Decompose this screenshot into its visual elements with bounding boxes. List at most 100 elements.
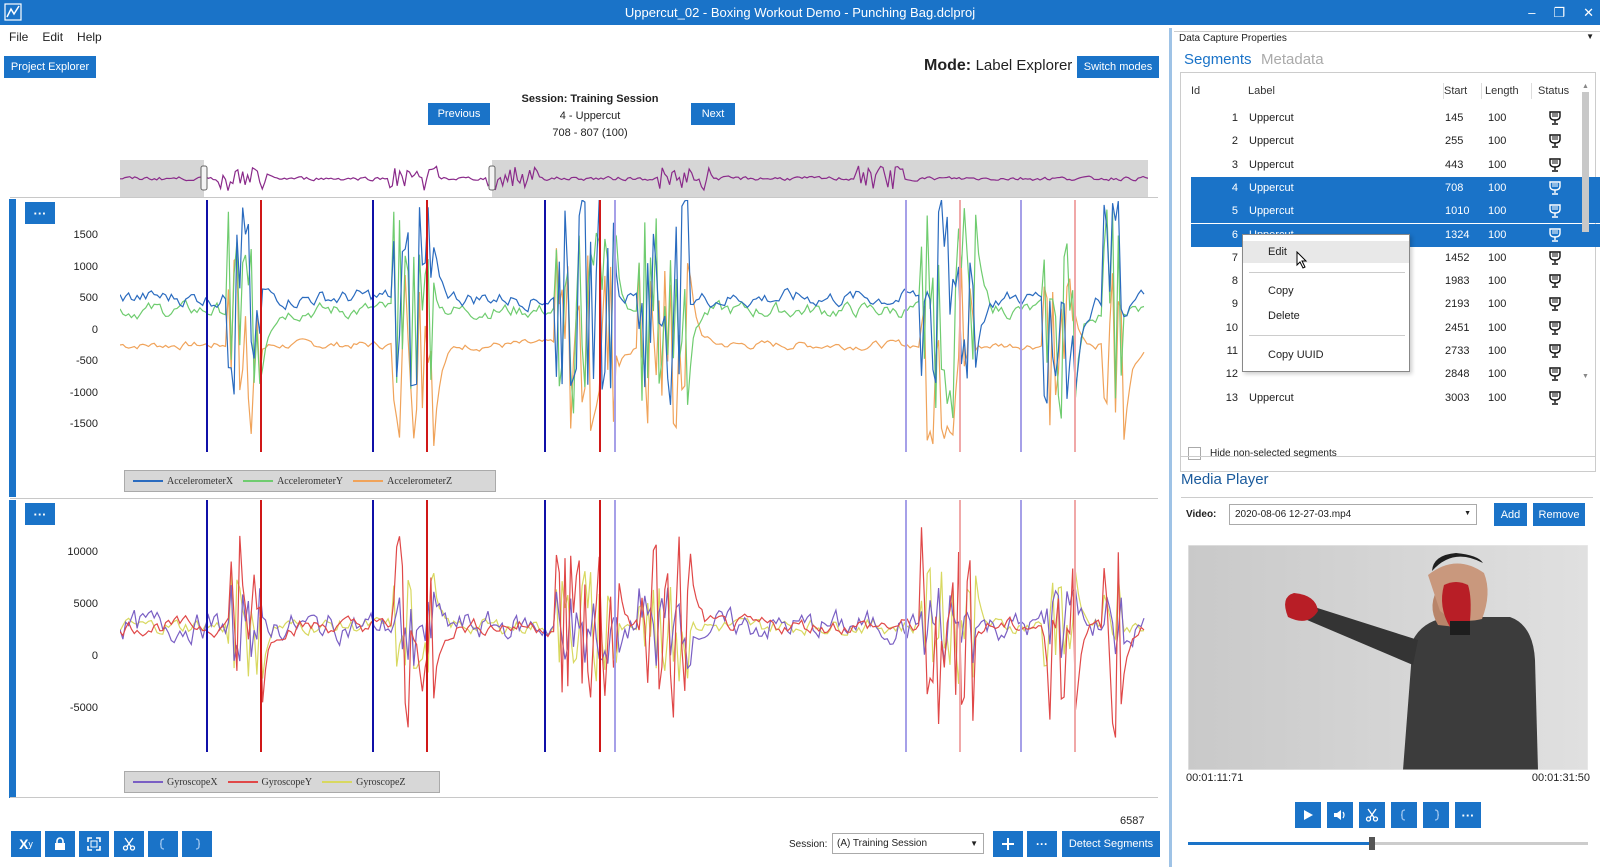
table-row[interactable]: 1 Uppercut 145 100 [1191, 107, 1600, 130]
video-scrubber[interactable] [1188, 837, 1588, 850]
time-total: 00:01:31:50 [1531, 772, 1590, 784]
scrubber-thumb[interactable] [1369, 837, 1375, 850]
accel-y-tick: 0 [91, 323, 98, 336]
overview-drag-handle[interactable] [200, 165, 208, 191]
panel-header: Data Capture Properties [1179, 33, 1287, 44]
menu-item-copy[interactable]: Copy [1268, 285, 1294, 297]
remove-video-button[interactable]: Remove [1533, 503, 1585, 526]
table-row[interactable]: 3 Uppercut 443 100 [1191, 154, 1600, 177]
status-trophy-icon [1549, 251, 1561, 265]
gyroscope-chart[interactable] [120, 500, 1150, 765]
menu-item-copy-uuid[interactable]: Copy UUID [1268, 349, 1324, 361]
video-bracket-close-button[interactable] [1423, 802, 1449, 828]
hide-nonselected-checkbox[interactable] [1188, 447, 1201, 460]
row-id: 13 [1225, 391, 1238, 404]
table-row[interactable]: 8 1983 100 [1191, 270, 1600, 293]
chart-divider-top [10, 197, 1158, 198]
lock-button[interactable] [45, 831, 75, 857]
minimize-icon[interactable]: – [1528, 5, 1536, 20]
bracket-close-icon [1434, 809, 1440, 821]
video-cut-button[interactable] [1359, 802, 1385, 828]
tab-metadata[interactable]: Metadata [1261, 51, 1324, 68]
add-session-button[interactable] [993, 831, 1023, 857]
video-frame[interactable] [1188, 545, 1588, 770]
cut-button[interactable] [114, 831, 144, 857]
table-row[interactable]: 11 2733 100 [1191, 340, 1600, 363]
row-label: Uppercut [1249, 112, 1294, 124]
session-more-button[interactable]: ··· [1027, 831, 1057, 857]
table-row[interactable]: 13 Uppercut 3003 100 [1191, 387, 1600, 410]
col-id[interactable]: Id [1191, 85, 1201, 97]
next-button[interactable]: Next [691, 103, 735, 125]
switch-modes-button[interactable]: Switch modes [1077, 56, 1159, 78]
row-start: 1324 [1445, 228, 1470, 241]
status-trophy-icon [1549, 134, 1561, 148]
close-icon[interactable]: ✕ [1583, 4, 1594, 20]
table-scrollbar[interactable]: ▲ ▼ [1582, 83, 1591, 383]
add-video-button[interactable]: Add [1494, 503, 1527, 526]
restore-icon[interactable]: ❐ [1553, 4, 1566, 20]
menu-file[interactable]: File [9, 30, 29, 44]
video-dropdown-value: 2020-08-06 12-27-03.mp4 [1235, 509, 1352, 520]
table-row[interactable]: 10 2451 100 [1191, 317, 1600, 340]
bracket-open-button[interactable] [148, 831, 178, 857]
speaker-icon [1334, 810, 1345, 820]
scrollbar-thumb[interactable] [1582, 92, 1589, 232]
row-id: 7 [1231, 251, 1238, 264]
scroll-down-icon[interactable]: ▼ [1582, 373, 1589, 380]
row-id: 6 [1231, 228, 1238, 241]
plus-icon [1002, 838, 1014, 850]
table-row[interactable]: 4 Uppercut 708 100 [1191, 176, 1600, 200]
menu-edit[interactable]: Edit [42, 30, 64, 44]
project-explorer-button[interactable]: Project Explorer [4, 56, 96, 78]
accel-y-tick: -1500 [69, 418, 98, 430]
status-trophy-icon [1549, 274, 1561, 288]
status-trophy-icon [1549, 227, 1561, 242]
tab-segments[interactable]: Segments [1184, 51, 1252, 68]
detect-segments-button[interactable]: Detect Segments [1062, 831, 1160, 857]
table-row[interactable]: 2 Uppercut 255 100 [1191, 130, 1600, 153]
panel-collapse-icon[interactable]: ▼ [1586, 32, 1594, 41]
menu-item-delete[interactable]: Delete [1268, 310, 1300, 322]
mode-label: Mode: [924, 57, 972, 74]
chevron-down-icon: ▼ [1464, 510, 1471, 517]
video-dropdown[interactable]: 2020-08-06 12-27-03.mp4 ▼ [1229, 504, 1477, 525]
previous-button[interactable]: Previous [428, 103, 490, 125]
table-row[interactable]: 5 Uppercut 1010 100 [1191, 200, 1600, 224]
legend-accel-x: AccelerometerX [133, 476, 233, 487]
menu-item-edit[interactable]: Edit [1243, 241, 1409, 263]
menu-help[interactable]: Help [77, 30, 102, 44]
row-start: 2451 [1445, 321, 1470, 334]
bracket-close-button[interactable] [182, 831, 212, 857]
table-row[interactable]: 9 2193 100 [1191, 293, 1600, 316]
segment-range: 708 - 807 (100) [552, 127, 628, 139]
play-button[interactable] [1295, 802, 1321, 828]
video-bracket-open-button[interactable] [1391, 802, 1417, 828]
bracket-open-icon [159, 838, 165, 850]
row-start: 145 [1445, 112, 1464, 124]
overview-strip[interactable] [120, 160, 1148, 197]
video-more-button[interactable]: ··· [1455, 802, 1481, 828]
row-length: 100 [1488, 158, 1507, 171]
data-capture-panel: Data Capture Properties ▼ Segments Metad… [1169, 28, 1600, 867]
table-row[interactable]: 7 1452 100 [1191, 247, 1600, 270]
col-status[interactable]: Status [1538, 85, 1570, 97]
accel-legend: AccelerometerX AccelerometerY Accelerome… [124, 470, 496, 492]
col-start[interactable]: Start [1444, 85, 1468, 97]
table-row[interactable]: 12 2848 100 [1191, 363, 1600, 386]
session-dropdown[interactable]: (A) Training Session ▼ [832, 833, 984, 854]
col-label[interactable]: Label [1248, 85, 1275, 97]
gyro-chart-options-button[interactable]: ··· [25, 503, 55, 525]
scroll-up-icon[interactable]: ▲ [1582, 83, 1589, 90]
row-label: Uppercut [1249, 135, 1294, 148]
scissors-icon [122, 837, 136, 851]
row-length: 100 [1488, 368, 1507, 381]
accelerometer-chart[interactable] [120, 200, 1150, 465]
media-player-title: Media Player [1181, 471, 1269, 488]
overview-drag-handle[interactable] [488, 165, 496, 191]
accel-chart-options-button[interactable]: ··· [25, 202, 55, 224]
fit-view-button[interactable] [79, 831, 109, 857]
col-length[interactable]: Length [1485, 85, 1519, 97]
volume-button[interactable] [1327, 802, 1353, 828]
